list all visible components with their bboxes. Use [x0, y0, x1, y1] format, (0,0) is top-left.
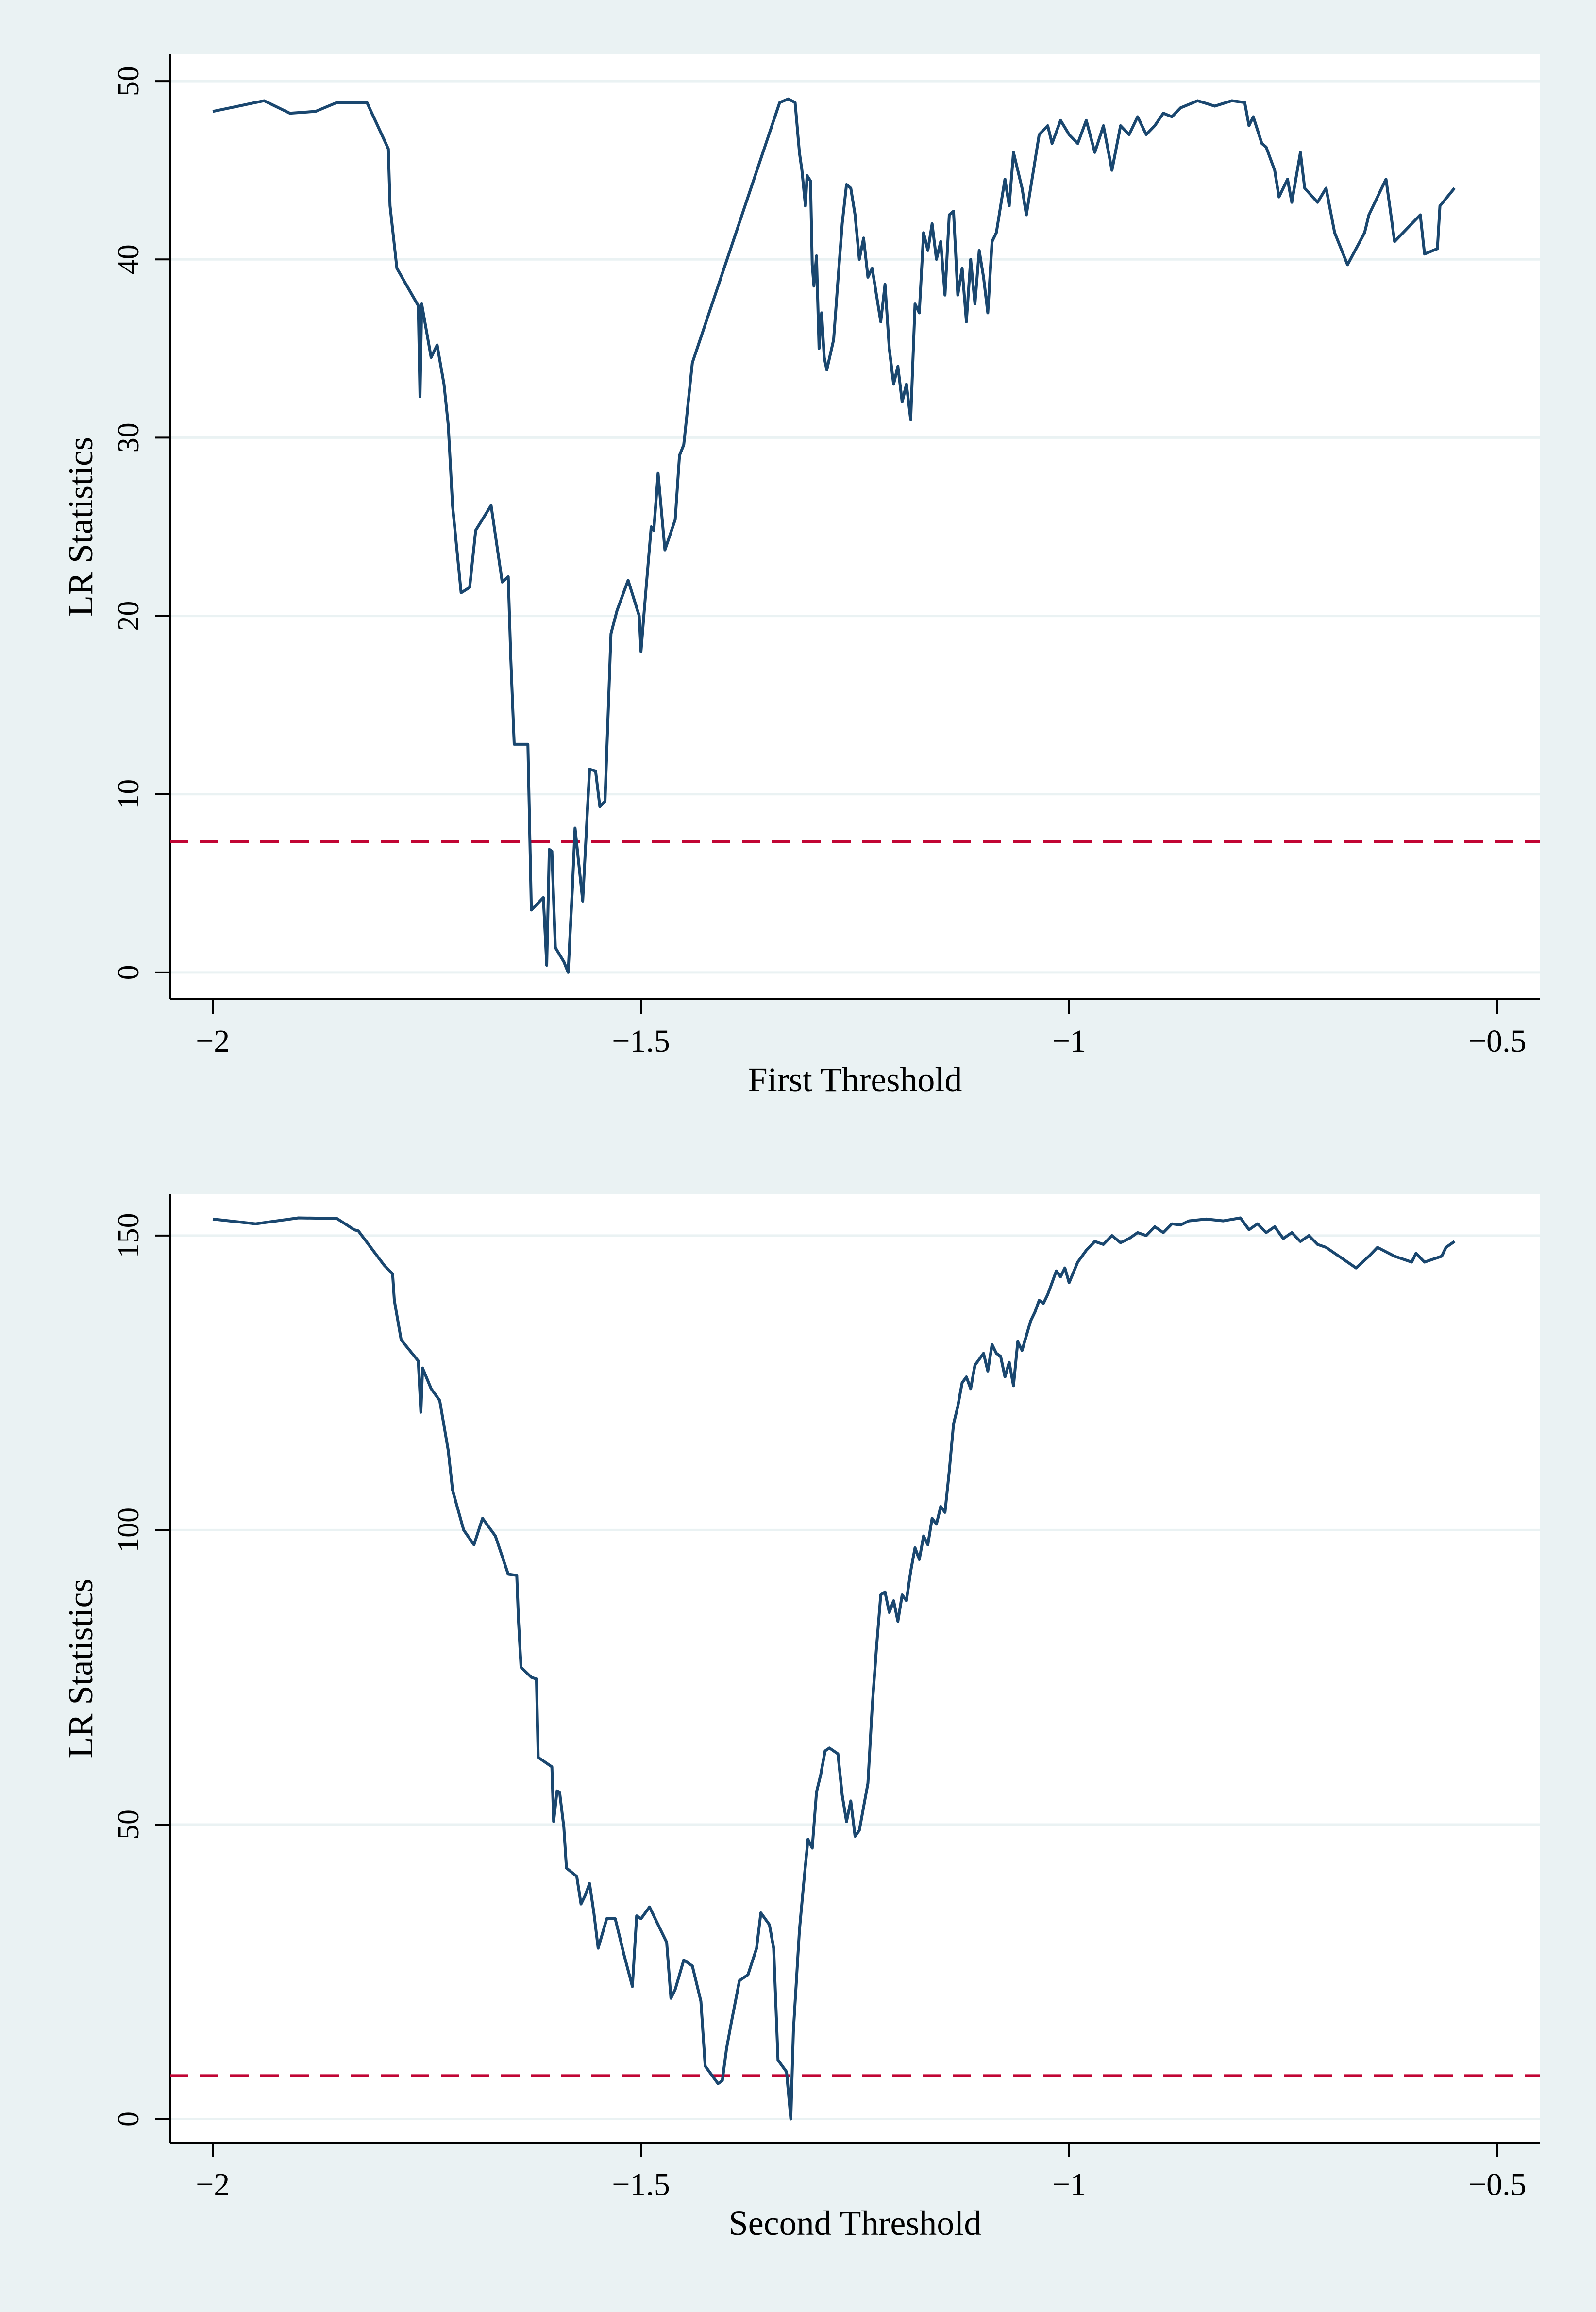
- bottom-y-axis-title: LR Statistics: [61, 1578, 100, 1758]
- bottom-y-tick-label: 100: [112, 1508, 145, 1553]
- top-y-tick-label: 40: [112, 244, 145, 274]
- top-x-tick-label: −1: [1052, 1023, 1086, 1059]
- bottom-y-tick-label: 150: [112, 1213, 145, 1258]
- bottom-y-tick-label: 50: [112, 1809, 145, 1840]
- top-y-tick-label: 0: [112, 965, 145, 980]
- bottom-x-tick-label: −0.5: [1468, 2167, 1527, 2202]
- top-y-tick-label: 10: [112, 779, 145, 809]
- top-x-tick-label: −1.5: [612, 1023, 670, 1059]
- bottom-x-tick-label: −1: [1052, 2167, 1086, 2202]
- top-x-tick-label: −2: [196, 1023, 230, 1059]
- bottom-x-axis-title: Second Threshold: [729, 2204, 982, 2243]
- bottom-x-tick-label: −1.5: [612, 2167, 670, 2202]
- bottom-series-line: [212, 1216, 1456, 2121]
- top-y-tick-label: 50: [112, 66, 145, 96]
- top-y-axis-title: LR Statistics: [61, 437, 100, 617]
- bottom-plot-area: [170, 1194, 1540, 2143]
- top-x-axis-title: First Threshold: [748, 1060, 962, 1099]
- top-y-tick-label: 20: [112, 601, 145, 631]
- bottom-y-tick-label: 0: [112, 2111, 145, 2127]
- bottom-x-tick-label: −2: [196, 2167, 230, 2202]
- top-x-tick-label: −0.5: [1468, 1023, 1527, 1059]
- top-plot-area: [170, 54, 1540, 999]
- top-y-tick-label: 30: [112, 422, 145, 452]
- top-series-line: [212, 97, 1456, 974]
- bottom-chart: 0 50 100 150 −2 −1.5 −1 −0.5 Second Threshold LR …: [61, 1194, 1540, 2243]
- top-chart: 0 10 20 30 40 50 −2 −1.5 −1 −0.5 First Threshold LR…: [61, 54, 1540, 1099]
